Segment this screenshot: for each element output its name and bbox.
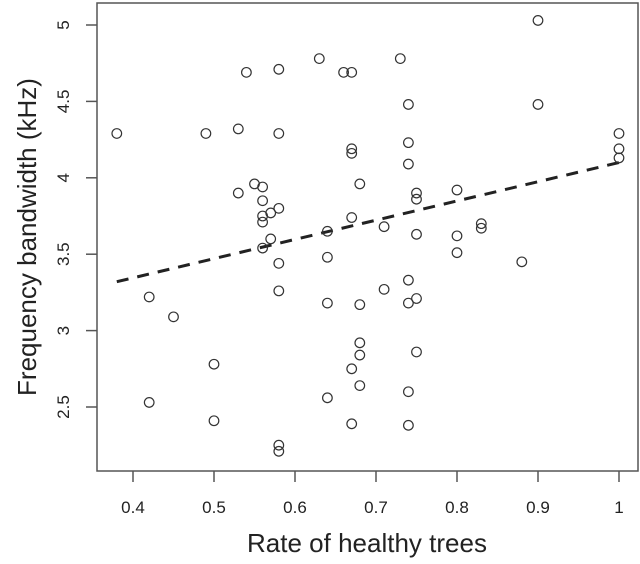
plot-frame: [96, 2, 639, 472]
x-tick-label: 1: [614, 498, 623, 517]
data-point: [143, 291, 155, 303]
data-point: [273, 439, 285, 451]
y-tick-label: 2.5: [54, 395, 73, 419]
data-point: [273, 128, 285, 139]
data-point: [451, 247, 463, 259]
data-point: [613, 143, 625, 155]
data-point: [411, 293, 422, 304]
data-point: [322, 251, 333, 263]
data-point: [451, 184, 463, 196]
data-point: [394, 53, 406, 65]
data-point: [411, 346, 422, 358]
x-tick-label: 0.9: [526, 498, 550, 517]
data-point: [516, 256, 528, 268]
data-point: [232, 187, 244, 199]
y-tick-label: 5: [54, 20, 73, 29]
data-point: [111, 128, 123, 139]
data-point: [378, 221, 390, 233]
data-point: [346, 143, 358, 155]
data-point: [403, 137, 414, 149]
data-point: [403, 419, 414, 431]
data-point: [354, 380, 366, 392]
data-point: [403, 99, 414, 110]
data-point: [338, 66, 350, 78]
data-point: [257, 181, 269, 193]
data-point: [378, 283, 390, 295]
data-point: [354, 349, 366, 361]
data-point: [273, 285, 285, 297]
data-point: [346, 363, 358, 375]
data-point: [532, 15, 544, 26]
data-point: [257, 216, 269, 228]
data-point: [403, 297, 414, 309]
data-point: [143, 397, 155, 408]
data-point: [322, 225, 333, 237]
data-point: [273, 63, 285, 75]
data-point: [273, 445, 285, 457]
data-point: [265, 207, 277, 219]
data-point: [532, 99, 544, 110]
data-point: [346, 418, 358, 430]
x-tick-label: 0.6: [283, 498, 307, 517]
x-tick-label: 0.4: [121, 498, 145, 517]
data-point: [313, 53, 325, 65]
x-axis-title: Rate of healthy trees: [247, 528, 487, 558]
y-tick-label: 3.5: [54, 242, 73, 266]
x-axis: 0.4 0.5 0.6 0.7 0.8 0.9 1: [121, 471, 624, 517]
data-point: [411, 187, 422, 199]
data-point: [354, 337, 366, 349]
y-axis-title: Frequency bandwidth (kHz): [12, 78, 42, 396]
data-point: [346, 212, 358, 223]
data-point: [475, 218, 487, 230]
y-axis: 2.5 3 3.5 4 4.5 5: [54, 20, 97, 419]
data-point: [232, 123, 244, 135]
data-point: [403, 386, 414, 398]
data-point: [240, 66, 252, 78]
data-point: [403, 158, 414, 170]
data-point: [613, 128, 625, 139]
data-point: [451, 230, 463, 242]
data-point: [354, 299, 366, 311]
x-tick-label: 0.7: [364, 498, 388, 517]
data-point: [411, 193, 422, 205]
data-point: [613, 152, 625, 164]
data-point: [411, 228, 422, 240]
data-point: [168, 311, 179, 323]
data-point: [273, 202, 285, 214]
data-point: [403, 274, 414, 286]
x-tick-label: 0.5: [202, 498, 226, 517]
data-point: [322, 392, 333, 404]
data-point: [346, 66, 358, 78]
y-tick-label: 4.5: [54, 90, 73, 114]
data-point: [257, 242, 269, 254]
data-point: [200, 128, 212, 139]
trend-line: [116, 161, 620, 284]
x-tick-label: 0.8: [445, 498, 469, 517]
y-tick-label: 4: [54, 173, 73, 182]
data-point: [354, 178, 366, 190]
data-point: [208, 415, 220, 427]
data-point: [346, 147, 358, 159]
data-point: [257, 195, 269, 207]
data-point: [265, 233, 277, 245]
data-point: [273, 257, 285, 269]
data-point: [208, 358, 220, 370]
data-point: [322, 297, 333, 309]
data-point: [475, 222, 487, 234]
data-points: [111, 15, 625, 457]
y-tick-label: 3: [54, 326, 73, 335]
